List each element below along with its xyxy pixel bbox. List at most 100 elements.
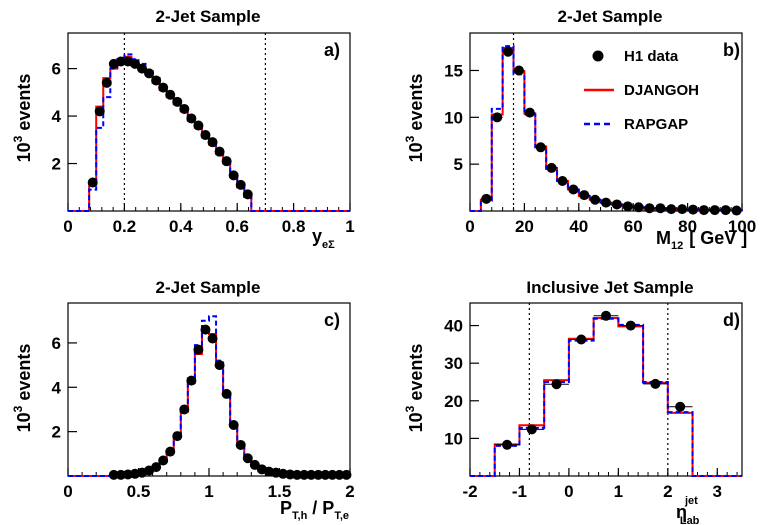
panel-c-data-point	[299, 469, 310, 480]
panel-d-ylabel-prefix: 10	[406, 412, 426, 432]
panel-c-data-point	[242, 453, 253, 464]
panel-c-xlabel-sub: T,h	[292, 510, 308, 522]
svg-text:103 events: 103 events	[11, 74, 34, 163]
panel-b-data-point	[601, 197, 611, 208]
panel-b-data-point	[644, 203, 655, 214]
panel-a-y-tick-label: 2	[52, 155, 61, 174]
panel-c-y-tick-label: 2	[52, 423, 61, 442]
panel-a-y-tick-label: 6	[52, 60, 61, 79]
panel-b-data-point	[709, 205, 720, 216]
svg-text:103 events: 103 events	[403, 344, 426, 433]
panel-c-data-point	[165, 446, 176, 457]
panel-d-y-tick-label: 40	[444, 317, 463, 336]
panel-c-data-point	[151, 462, 162, 473]
panel-d-data-point	[526, 424, 537, 435]
panel-c-data-point	[186, 375, 197, 386]
panel-c-title: 2-Jet Sample	[156, 278, 261, 297]
svg-text:103 events: 103 events	[403, 74, 426, 163]
panel-b-xlabel-unit: [ GeV ]	[689, 228, 747, 248]
panel-a-ylabel-prefix: 10	[14, 142, 34, 162]
panel-d-y-tick-label: 20	[444, 392, 463, 411]
panel-a-data-point	[242, 189, 253, 200]
panel-d-ylabel-text: events	[406, 344, 426, 401]
panel-b-x-tick-label: 100	[728, 217, 756, 236]
panel-d-x-tick-label: -2	[462, 482, 477, 501]
panel-c-x-tick-label: 1.5	[268, 482, 292, 501]
panel-d-x-tick-label: 0	[564, 482, 573, 501]
panel-b-djangoh-line	[470, 46, 743, 212]
panel-b-x-tick-label: 60	[624, 217, 643, 236]
panel-c-data-point	[200, 324, 211, 335]
panel-b-data-point	[731, 205, 742, 216]
panel-a-title: 2-Jet Sample	[156, 7, 261, 26]
panel-a-xlabel-sub: eΣ	[322, 239, 335, 251]
panel-c-x-tick-label: 1	[204, 482, 213, 501]
panel-c-ylabel-text: events	[14, 344, 34, 401]
panel-b-data-point	[633, 202, 644, 213]
panel-d-ylabel-exp: 3	[403, 405, 417, 412]
panel-a-data-point	[235, 179, 246, 190]
panel-a-data-point	[221, 156, 232, 167]
panel-d-data-point	[502, 439, 513, 450]
panel-a-ylabel-exp: 3	[11, 135, 25, 142]
panel-d-data-point	[576, 334, 587, 345]
panel-a-data-point	[151, 75, 162, 86]
panel-b-data-point	[481, 193, 492, 204]
panel-c-xlabel-sub2: T,e	[334, 510, 349, 522]
panel-a-data-point	[101, 77, 112, 88]
panel-b-data-point	[535, 142, 546, 153]
panel-d-title: Inclusive Jet Sample	[526, 278, 693, 297]
panel-b-data-point	[503, 46, 514, 57]
panel-d-x-tick-label: 2	[663, 482, 672, 501]
legend-rapgap-label: RAPGAP	[624, 116, 688, 133]
panel-b-title: 2-Jet Sample	[558, 7, 663, 26]
panel-c-ylabel: 103 events	[11, 344, 34, 433]
legend-data-marker	[592, 50, 604, 62]
panel-c-ylabel-exp: 3	[11, 405, 25, 412]
legend-data-label: H1 data	[624, 48, 679, 65]
panel-d-xlabel: ηjet Lab	[676, 495, 700, 525]
panel-a-data-point	[87, 177, 98, 188]
panel-c-x-tick-label: 0.5	[127, 482, 151, 501]
panel-c-label: c)	[324, 310, 340, 330]
panel-b-data-point	[655, 203, 666, 214]
panel-a-x-tick-label: 0	[63, 217, 72, 236]
panel-c: 2-Jet Sample c) 103 events PT,h / PT,e 0…	[11, 278, 355, 522]
panel-d-y-tick-label: 30	[444, 354, 463, 373]
panel-b-data-point	[557, 176, 568, 187]
panel-c-data-point	[179, 404, 190, 415]
panel-a-data-point	[186, 113, 197, 124]
panel-c-data-point	[327, 469, 338, 480]
panel-b-data-point	[611, 199, 622, 210]
panel-b-x-tick-label: 20	[515, 217, 534, 236]
panel-b-y-tick-label: 5	[454, 155, 463, 174]
panel-d-x-tick-label: 1	[614, 482, 623, 501]
panel-d-data-point	[625, 320, 636, 331]
panel-d-djangoh-line	[470, 317, 742, 477]
panel-b-rapgap-line	[470, 45, 743, 212]
panel-b-y-tick-label: 10	[444, 108, 463, 127]
panel-a-data-point	[193, 120, 204, 131]
panel-a-data-point	[129, 58, 140, 69]
panel-a-xlabel: yeΣ	[312, 226, 335, 251]
panel-c-data-point	[306, 469, 317, 480]
panel-c-data-point	[320, 469, 331, 480]
panel-a-data-point	[207, 137, 218, 148]
panel-b: 2-Jet Sample b) 103 events M12[ GeV ] H1…	[403, 7, 756, 252]
panel-b-data-point	[720, 205, 731, 216]
panel-d-xlabel-sup: jet	[684, 495, 698, 507]
panel-c-x-tick-label: 0	[63, 482, 72, 501]
panel-c-data-point	[172, 431, 183, 442]
panel-a-data-point	[165, 89, 176, 100]
panel-c-data-point	[207, 333, 218, 344]
panel-c-djangoh-line	[68, 330, 351, 477]
panel-b-data-point	[590, 194, 601, 205]
panel-b-xlabel-sub: 12	[671, 240, 683, 252]
svg-text:103 events: 103 events	[11, 344, 34, 433]
panel-a-data-point	[144, 68, 155, 79]
panel-d-x-tick-label: 3	[713, 482, 722, 501]
panel-a-x-tick-label: 0.4	[169, 217, 193, 236]
panel-a-x-tick-label: 0.6	[225, 217, 249, 236]
legend: H1 data DJANGOH RAPGAP	[584, 48, 699, 133]
panel-a-ylabel: 103 events	[11, 74, 34, 163]
